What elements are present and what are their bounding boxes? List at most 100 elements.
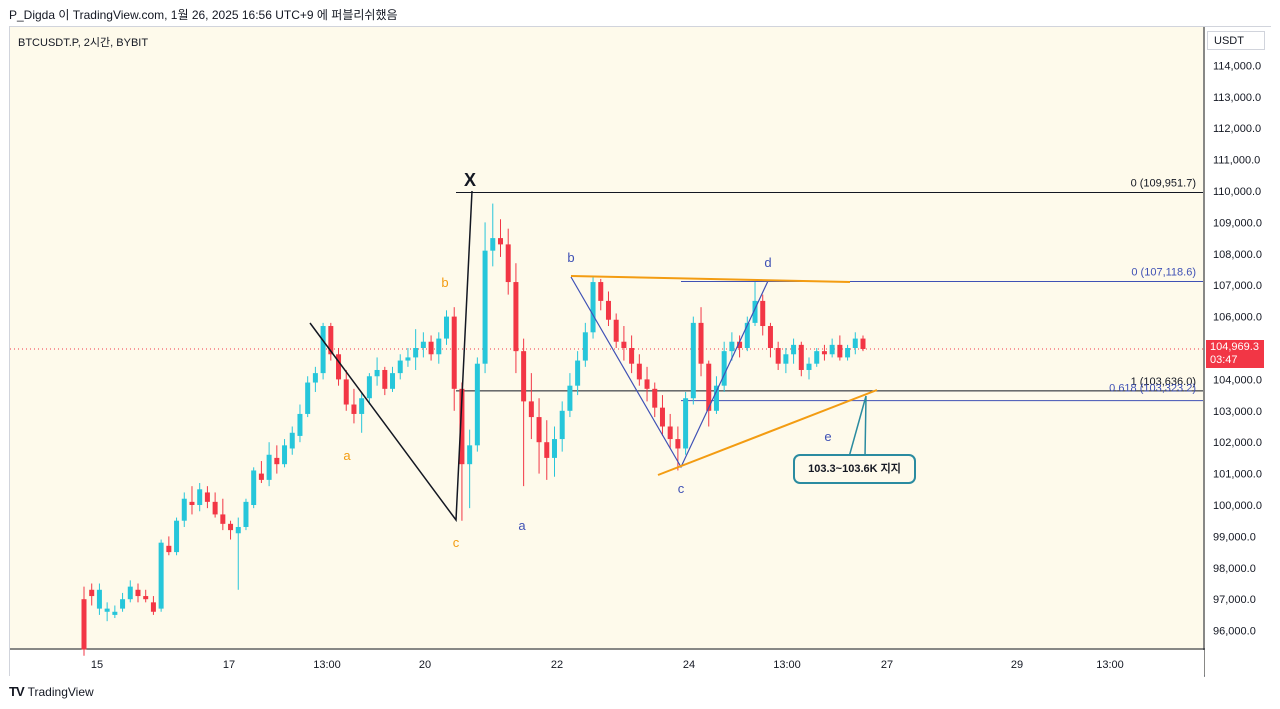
y-tick-label: 102,000.0: [1213, 437, 1262, 449]
candle-body: [737, 341, 743, 348]
y-tick-label: 110,000.0: [1213, 186, 1261, 198]
x-tick-label: 13:00: [313, 659, 341, 671]
triangle-upper-line: [570, 275, 851, 283]
candle-body: [382, 369, 388, 389]
candle-body: [490, 238, 496, 251]
candle-body: [729, 341, 735, 352]
candle-body: [112, 611, 118, 615]
y-tick-label: 99,000.0: [1213, 531, 1256, 543]
candle-body: [760, 300, 766, 327]
fib-level-label: 0.618 (103,323.2): [1109, 383, 1196, 395]
candle-body: [413, 348, 419, 358]
candle-body: [181, 498, 187, 521]
publish-info: P_Digda 이 TradingView.com, 1월 26, 2025 1…: [9, 8, 398, 22]
candle-body: [251, 470, 257, 505]
wave-label: c: [453, 535, 460, 550]
x-tick-label: 13:00: [1096, 659, 1124, 671]
currency-selector[interactable]: USDT: [1207, 31, 1265, 50]
wave-label: X: [464, 170, 476, 190]
candle-body: [366, 376, 372, 399]
y-tick-label: 108,000.0: [1213, 249, 1262, 261]
candle-body: [505, 244, 511, 283]
y-tick-label: 107,000.0: [1213, 280, 1262, 292]
candle-body: [258, 473, 264, 480]
candle-body: [436, 338, 442, 355]
candle-body: [551, 439, 557, 458]
candle-body: [675, 439, 681, 449]
y-tick-label: 112,000.0: [1213, 123, 1261, 135]
candle-body: [644, 379, 650, 389]
candle-body: [120, 599, 126, 609]
candle-body: [783, 354, 789, 364]
x-tick-label: 27: [881, 659, 893, 671]
candle-body: [814, 351, 820, 364]
candle-body: [806, 363, 812, 370]
fib-level-label: 0 (107,118.6): [1131, 266, 1196, 278]
candle-body: [158, 542, 164, 609]
candle-body: [166, 545, 172, 553]
last-price-tag: 104,969.3 03:47: [1206, 340, 1264, 368]
candle-body: [305, 382, 311, 414]
candle-body: [559, 410, 565, 440]
candle-body: [636, 363, 642, 380]
candle-body: [474, 363, 480, 446]
candle-body: [629, 348, 635, 364]
candle-body: [852, 338, 858, 348]
candle-body: [791, 344, 797, 355]
candle-body: [274, 457, 280, 465]
fib-level-label: 1 (103,636.0): [1131, 376, 1196, 388]
candle-body: [81, 599, 87, 650]
candle-countdown: 03:47: [1210, 354, 1238, 366]
y-tick-label: 109,000.0: [1213, 217, 1262, 229]
fib-level-label: 0 (109,951.7): [1131, 178, 1196, 190]
wave-label: a: [518, 518, 526, 533]
candle-body: [829, 344, 835, 355]
candle-body: [289, 432, 295, 449]
candle-body: [482, 250, 488, 364]
chart-area[interactable]: 96,000.0 97,000.0 98,000.0 99,000.0 100,000.…: [9, 26, 1272, 677]
wave-label: a: [343, 448, 351, 463]
y-tick-label: 113,000.0: [1213, 92, 1261, 104]
candle-body: [266, 454, 272, 480]
candle-body: [860, 338, 866, 349]
candle-body: [652, 388, 658, 408]
candle-body: [228, 523, 234, 531]
candle-body: [351, 404, 357, 414]
candle-body: [544, 442, 550, 458]
candle-body: [575, 360, 581, 386]
candle-body: [297, 413, 303, 436]
candle-body: [359, 398, 365, 414]
candle-body: [582, 332, 588, 361]
price-chart[interactable]: 96,000.0 97,000.0 98,000.0 99,000.0 100,000.…: [10, 27, 1272, 677]
candle-body: [420, 341, 426, 348]
callout-pointer: [848, 395, 867, 458]
y-tick-label: 104,000.0: [1213, 374, 1262, 386]
x-tick-label: 24: [683, 659, 695, 671]
candle-body: [590, 282, 596, 333]
candle-body: [320, 326, 326, 374]
candle-body: [312, 373, 318, 383]
y-tick-label: 98,000.0: [1213, 563, 1256, 575]
candle-body: [767, 326, 773, 348]
y-tick-label: 111,000.0: [1213, 155, 1260, 167]
candle-body: [204, 492, 210, 502]
x-tick-label: 15: [91, 659, 103, 671]
y-tick-label: 96,000.0: [1213, 626, 1256, 638]
candle-body: [567, 385, 573, 411]
candle-body: [497, 238, 503, 245]
candle-body: [744, 322, 750, 348]
wave-label: d: [764, 255, 771, 270]
candle-body: [104, 608, 110, 612]
candle-body: [397, 360, 403, 374]
candle-body: [698, 322, 704, 364]
wave-label: c: [678, 481, 685, 496]
candle-body: [174, 520, 180, 553]
y-tick-label: 97,000.0: [1213, 594, 1256, 606]
candle-body: [336, 354, 342, 380]
x-tick-label: 22: [551, 659, 563, 671]
candle-body: [713, 385, 719, 411]
tradingview-footer: TV TradingView: [9, 684, 94, 699]
y-tick-label: 100,000.0: [1213, 500, 1262, 512]
candle-body: [667, 426, 673, 440]
candle-body: [683, 398, 689, 449]
